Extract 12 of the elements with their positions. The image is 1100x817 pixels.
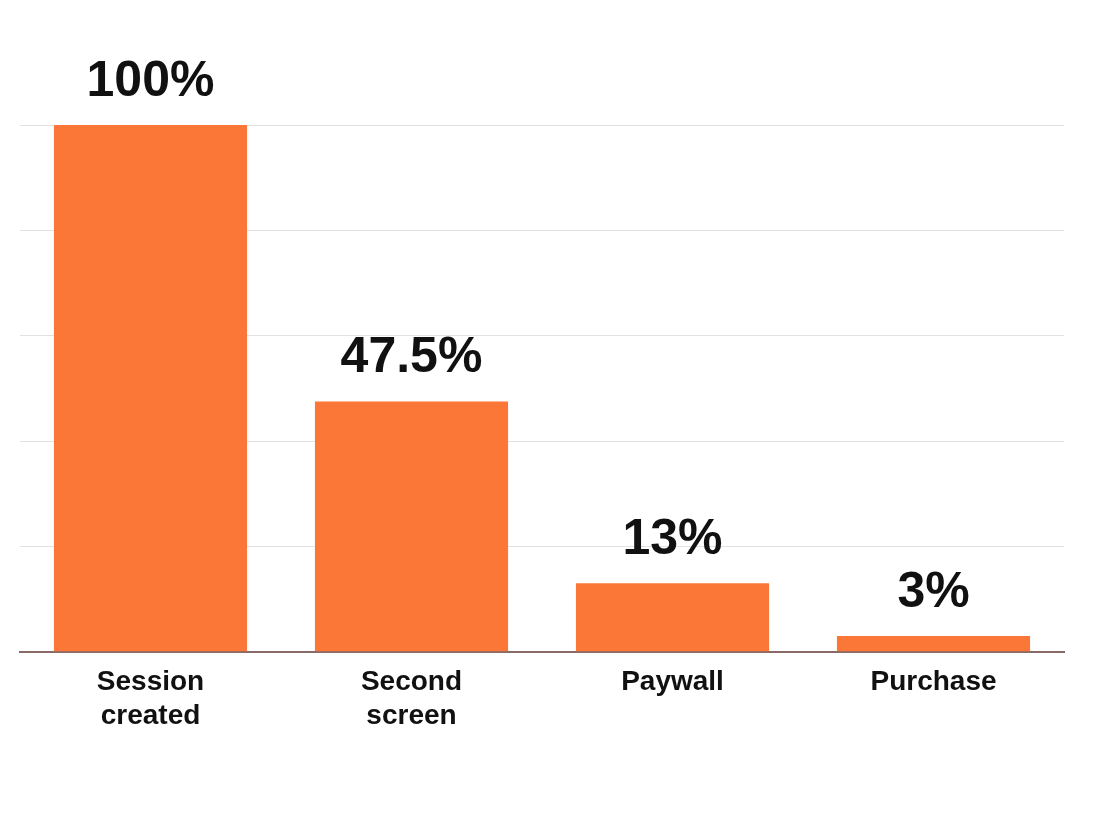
bar [575, 583, 770, 652]
x-tick-label: Session created [96, 665, 205, 730]
x-tick-label: Second screen [360, 665, 463, 730]
bar [314, 401, 509, 652]
bar [836, 636, 1031, 652]
x-tick-label: Paywall [621, 665, 724, 697]
data-label: 3% [897, 561, 970, 618]
bar [53, 125, 248, 652]
x-tick-label: Purchase [870, 665, 997, 697]
data-label: 100% [86, 50, 215, 107]
data-label: 47.5% [340, 327, 483, 384]
data-label: 13% [622, 509, 723, 566]
